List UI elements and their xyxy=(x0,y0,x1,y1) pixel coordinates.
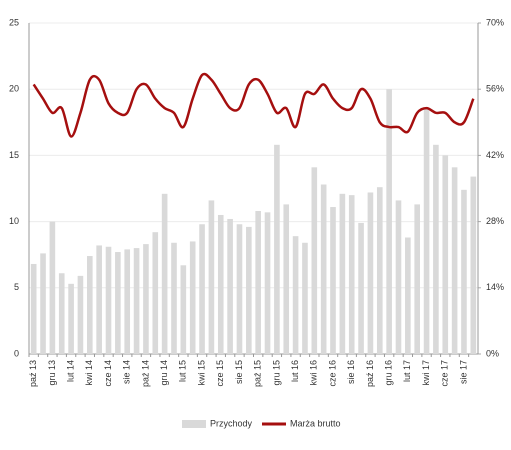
bar xyxy=(199,224,205,354)
bar xyxy=(442,155,449,354)
x-tick-label: cze 14 xyxy=(103,360,113,387)
x-tick-label: gru 13 xyxy=(47,360,57,386)
bar xyxy=(227,218,233,354)
bar xyxy=(30,263,37,354)
bar xyxy=(171,242,177,354)
x-tick-label: cze 16 xyxy=(327,360,337,387)
bar xyxy=(339,193,346,354)
bar xyxy=(40,253,46,354)
y2-tick-label: 28% xyxy=(486,216,504,226)
bar xyxy=(386,89,392,354)
y2-tick-label: 56% xyxy=(486,84,504,94)
y2-tick-label: 42% xyxy=(486,150,504,160)
y-tick-label: 20 xyxy=(9,84,19,94)
x-tick-label: gru 14 xyxy=(159,360,169,386)
bar xyxy=(274,144,280,354)
bar xyxy=(367,192,374,354)
x-tick-label: lut 14 xyxy=(65,360,75,382)
bar xyxy=(414,204,421,354)
x-tick-label: sie 15 xyxy=(234,360,244,384)
bar xyxy=(105,246,112,354)
x-tick-label: sie 17 xyxy=(458,360,468,384)
line xyxy=(32,72,475,138)
bar xyxy=(77,275,84,354)
bar xyxy=(96,245,102,354)
legend-swatch xyxy=(182,420,206,428)
bar xyxy=(255,211,261,354)
bar xyxy=(49,221,56,354)
x-tick-label: paź 16 xyxy=(365,360,375,387)
y2-tick-label: 70% xyxy=(486,17,504,27)
x-tick-label: sie 14 xyxy=(122,360,132,384)
bar xyxy=(133,248,140,354)
bar xyxy=(405,237,411,354)
x-tick-label: paź 15 xyxy=(253,360,263,387)
x-tick-label: lut 17 xyxy=(402,360,412,382)
x-tick-label: lut 16 xyxy=(290,360,300,382)
bar xyxy=(292,236,299,354)
legend-label: Marża brutto xyxy=(290,418,341,428)
bar xyxy=(470,176,477,354)
x-tick-label: sie 16 xyxy=(346,360,356,384)
bar xyxy=(311,167,318,354)
bar xyxy=(208,200,215,354)
bar xyxy=(395,200,402,354)
x-tick-label: kwi 17 xyxy=(421,360,431,386)
x-tick-label: gru 16 xyxy=(384,360,394,386)
x-tick-label: kwi 15 xyxy=(196,360,206,386)
bar xyxy=(86,256,93,354)
bar xyxy=(264,212,271,354)
x-tick-label: paź 14 xyxy=(140,360,150,387)
bar xyxy=(246,226,252,354)
bar xyxy=(189,241,196,354)
y-tick-label: 0 xyxy=(14,348,19,358)
y2-tick-label: 0% xyxy=(486,348,499,358)
bar xyxy=(217,214,224,354)
bar xyxy=(115,252,121,354)
bar xyxy=(433,144,439,354)
bar xyxy=(68,283,74,354)
y-tick-label: 25 xyxy=(9,17,19,27)
x-tick-label: gru 15 xyxy=(271,360,281,386)
y-tick-label: 5 xyxy=(14,282,19,292)
bar xyxy=(358,222,364,354)
legend-label: Przychody xyxy=(210,418,253,428)
bar xyxy=(180,265,187,354)
bar xyxy=(423,109,430,354)
bar xyxy=(143,244,149,354)
x-tick-label: kwi 14 xyxy=(84,360,94,386)
y2-tick-label: 14% xyxy=(486,282,504,292)
bar xyxy=(283,204,290,354)
bar xyxy=(236,224,243,354)
bar xyxy=(451,167,458,354)
bar xyxy=(58,273,65,354)
bar xyxy=(461,189,467,354)
x-tick-label: kwi 16 xyxy=(309,360,319,386)
bar xyxy=(330,207,336,354)
x-tick-label: cze 15 xyxy=(215,360,225,387)
bar xyxy=(124,249,131,354)
bar xyxy=(161,193,168,354)
bar xyxy=(302,242,308,354)
bar xyxy=(152,232,159,354)
bar xyxy=(376,187,383,354)
y-tick-label: 10 xyxy=(9,216,19,226)
y-tick-label: 15 xyxy=(9,150,19,160)
x-tick-label: lut 15 xyxy=(178,360,188,382)
bar xyxy=(320,184,327,354)
x-tick-label: paź 13 xyxy=(28,360,38,387)
bar xyxy=(348,195,355,354)
x-tick-label: cze 17 xyxy=(440,360,450,387)
